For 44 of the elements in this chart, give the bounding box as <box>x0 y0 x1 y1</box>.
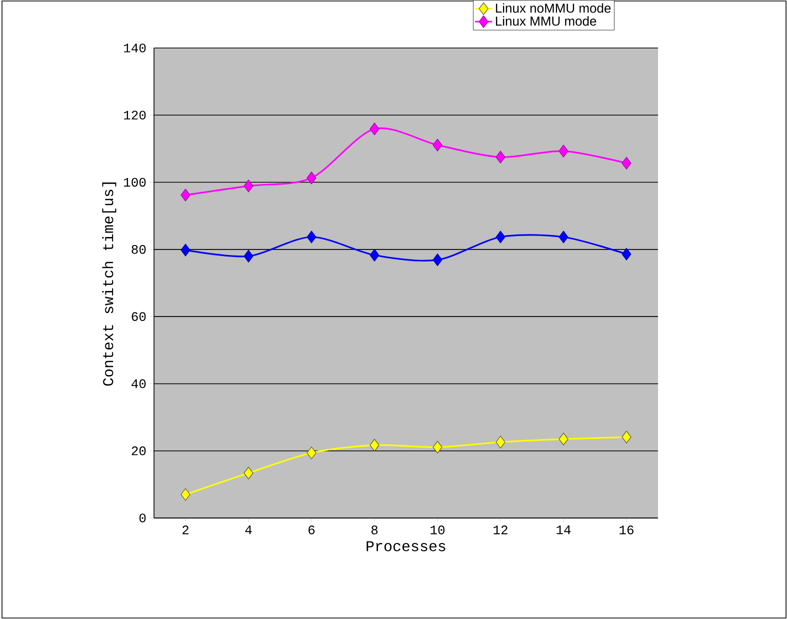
point <box>306 230 316 244</box>
point <box>306 446 316 460</box>
y-tick-label: 100 <box>124 178 146 187</box>
y-tick-label: 40 <box>132 379 146 388</box>
y-axis-title: Context switch time[us] <box>102 182 116 386</box>
point <box>180 244 190 256</box>
y-tick-label: 140 <box>124 44 146 52</box>
point <box>432 254 442 266</box>
y-tick-label: 60 <box>132 312 146 321</box>
y-tick-label: 20 <box>132 446 146 456</box>
point <box>496 230 506 244</box>
point <box>180 188 190 202</box>
point <box>432 138 442 152</box>
x-tick-label: 2 <box>182 526 188 534</box>
y-tick-label: 0 <box>139 514 146 522</box>
point <box>558 230 568 244</box>
x-tick-label: 8 <box>371 526 378 534</box>
x-tick-label: 4 <box>245 526 252 534</box>
point <box>622 430 632 444</box>
point <box>558 144 568 158</box>
x-tick-label: 16 <box>620 526 634 534</box>
x-tick-label: 6 <box>308 526 315 534</box>
point <box>370 438 380 452</box>
x-tick-label: 10 <box>430 526 444 534</box>
point <box>180 488 190 501</box>
x-axis-title: Processes <box>366 541 446 552</box>
point <box>370 248 380 262</box>
point <box>496 436 506 448</box>
point <box>370 122 380 136</box>
point <box>622 248 632 260</box>
point <box>496 150 506 164</box>
point <box>558 432 568 446</box>
y-tick-label: 80 <box>132 245 146 254</box>
point <box>306 172 316 184</box>
point <box>244 466 254 480</box>
legend-label: Linux noMMU mode <box>496 3 611 13</box>
point <box>244 180 254 192</box>
legend-label: Linux MMU mode <box>496 16 596 26</box>
point <box>244 250 254 262</box>
x-tick-label: 12 <box>494 526 508 534</box>
x-tick-label: 14 <box>556 526 571 534</box>
point <box>622 156 632 170</box>
y-tick-label: 120 <box>124 110 146 120</box>
point <box>432 440 442 454</box>
